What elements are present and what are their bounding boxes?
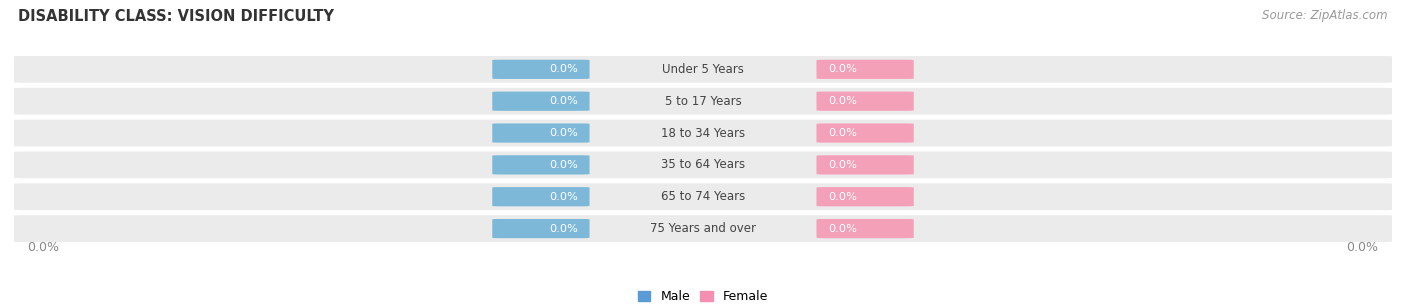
Text: Source: ZipAtlas.com: Source: ZipAtlas.com (1263, 9, 1388, 22)
Text: DISABILITY CLASS: VISION DIFFICULTY: DISABILITY CLASS: VISION DIFFICULTY (18, 9, 335, 24)
Text: 0.0%: 0.0% (550, 64, 578, 74)
FancyBboxPatch shape (817, 187, 914, 206)
FancyBboxPatch shape (817, 219, 914, 238)
Text: 0.0%: 0.0% (550, 192, 578, 202)
Text: 0.0%: 0.0% (550, 128, 578, 138)
Text: 0.0%: 0.0% (550, 96, 578, 106)
FancyBboxPatch shape (7, 56, 1399, 83)
FancyBboxPatch shape (7, 215, 1399, 242)
FancyBboxPatch shape (817, 92, 914, 111)
Text: 75 Years and over: 75 Years and over (650, 222, 756, 235)
FancyBboxPatch shape (492, 60, 589, 79)
Text: 0.0%: 0.0% (1347, 241, 1378, 254)
FancyBboxPatch shape (7, 88, 1399, 115)
Text: 0.0%: 0.0% (28, 241, 59, 254)
Text: 0.0%: 0.0% (828, 223, 856, 233)
Text: Under 5 Years: Under 5 Years (662, 63, 744, 76)
Text: 18 to 34 Years: 18 to 34 Years (661, 126, 745, 140)
FancyBboxPatch shape (817, 123, 914, 143)
FancyBboxPatch shape (492, 187, 589, 206)
FancyBboxPatch shape (492, 155, 589, 174)
FancyBboxPatch shape (492, 123, 589, 143)
FancyBboxPatch shape (7, 151, 1399, 178)
Text: 0.0%: 0.0% (550, 223, 578, 233)
FancyBboxPatch shape (7, 120, 1399, 147)
Text: 0.0%: 0.0% (828, 160, 856, 170)
FancyBboxPatch shape (492, 219, 589, 238)
Text: 65 to 74 Years: 65 to 74 Years (661, 190, 745, 203)
Text: 5 to 17 Years: 5 to 17 Years (665, 95, 741, 108)
Text: 0.0%: 0.0% (828, 128, 856, 138)
FancyBboxPatch shape (817, 60, 914, 79)
FancyBboxPatch shape (492, 92, 589, 111)
Text: 35 to 64 Years: 35 to 64 Years (661, 158, 745, 171)
Text: 0.0%: 0.0% (828, 96, 856, 106)
Text: 0.0%: 0.0% (828, 64, 856, 74)
FancyBboxPatch shape (817, 155, 914, 174)
Text: 0.0%: 0.0% (828, 192, 856, 202)
Text: 0.0%: 0.0% (550, 160, 578, 170)
Legend: Male, Female: Male, Female (638, 290, 768, 303)
FancyBboxPatch shape (7, 183, 1399, 210)
